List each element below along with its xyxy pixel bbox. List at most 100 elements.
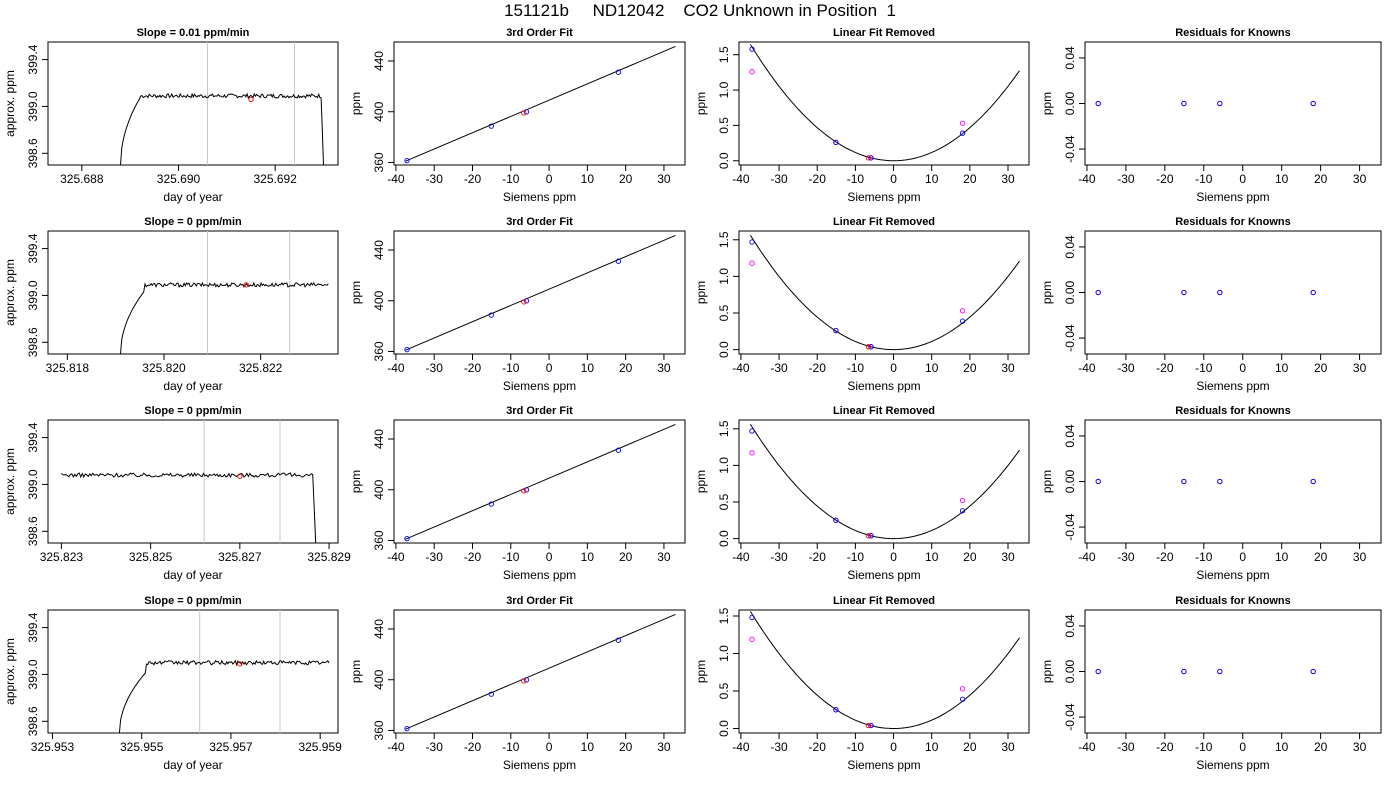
y-tick-label: 399.0 xyxy=(26,659,40,689)
x-tick-label: 10 xyxy=(1275,172,1289,186)
known-point xyxy=(749,428,755,434)
x-tick-label: 325.955 xyxy=(120,740,164,754)
plot-frame xyxy=(738,230,1030,355)
plot-frame xyxy=(47,41,339,166)
plot-area xyxy=(120,42,324,166)
x-tick-label: 20 xyxy=(963,172,977,186)
x-tick-label: 325.818 xyxy=(46,361,90,375)
x-tick-label: 30 xyxy=(657,550,671,564)
panel-r3-c1: Slope = 0 ppm/min day of year approx. ppm 3… xyxy=(3,405,351,582)
co2-trace-line xyxy=(118,659,330,734)
x-tick-label: -30 xyxy=(770,361,788,375)
plot-area xyxy=(118,610,330,734)
unknown-point xyxy=(237,661,243,667)
y-tick-label: 360 xyxy=(372,341,386,361)
y-tick-label: 1.0 xyxy=(717,645,731,662)
x-axis-label: Siemens ppm xyxy=(503,758,576,772)
x-tick-label: -40 xyxy=(387,172,405,186)
residual-point xyxy=(1310,668,1316,675)
x-tick-label: -30 xyxy=(1117,172,1135,186)
y-axis-label: ppm xyxy=(349,470,363,493)
y-tick-label: 399.4 xyxy=(26,612,40,642)
residual-point xyxy=(1217,289,1223,296)
x-tick-label: 325.688 xyxy=(60,172,104,186)
x-tick-label: -20 xyxy=(809,172,827,186)
y-tick-label: 0.5 xyxy=(717,493,731,510)
unknown-point xyxy=(237,473,243,479)
x-tick-label: 10 xyxy=(925,361,939,375)
x-tick-label: 30 xyxy=(1353,172,1367,186)
panel-title: Slope = 0 ppm/min xyxy=(144,595,242,607)
plot-frame xyxy=(47,230,339,355)
model-point xyxy=(749,69,755,75)
y-tick-label: 1.5 xyxy=(717,46,731,63)
residual-point xyxy=(1181,478,1187,485)
known-point xyxy=(959,318,966,324)
known-point xyxy=(523,677,530,683)
known-point xyxy=(868,533,874,539)
y-tick-label: 400 xyxy=(372,479,386,499)
known-point xyxy=(615,258,622,264)
panel-r3-c3: Linear Fit Removed Siemens ppm ppm -40 -30 -2… xyxy=(694,405,1030,582)
model-point xyxy=(959,308,966,314)
fit-line xyxy=(405,423,676,540)
plot-frame xyxy=(393,230,686,355)
y-axis-label: approx. ppm xyxy=(3,448,17,515)
plot-area xyxy=(749,424,1020,540)
y-tick-label: 440 xyxy=(372,240,386,260)
y-axis-label: ppm xyxy=(1040,92,1054,115)
fit-line xyxy=(405,45,676,162)
fit-line xyxy=(405,234,676,351)
y-tick-label: 399.0 xyxy=(26,91,40,121)
panel-title: 3rd Order Fit xyxy=(506,595,573,607)
x-tick-label: -30 xyxy=(770,550,788,564)
y-tick-label: 1.5 xyxy=(717,231,731,248)
known-point xyxy=(749,239,755,245)
y-tick-label: 440 xyxy=(372,51,386,71)
y-tick-label: 398.6 xyxy=(26,327,40,357)
x-axis-label: Siemens ppm xyxy=(847,190,920,204)
y-tick-label: 0.00 xyxy=(1063,280,1077,304)
panel-r1-c1: Slope = 0.01 ppm/min day of year approx. p… xyxy=(3,27,339,204)
known-point xyxy=(488,123,494,129)
residual-point xyxy=(1095,478,1101,485)
x-tick-label: 325.957 xyxy=(209,740,253,754)
y-axis-label: ppm xyxy=(694,92,708,115)
x-tick-label: 30 xyxy=(657,361,671,375)
y-axis-label: ppm xyxy=(349,660,363,683)
x-tick-label: 30 xyxy=(657,740,671,754)
y-tick-label: 360 xyxy=(372,530,386,550)
panel-title: Slope = 0 ppm/min xyxy=(144,405,242,417)
y-axis-label: ppm xyxy=(694,660,708,683)
x-tick-label: 30 xyxy=(1001,361,1015,375)
x-tick-label: -40 xyxy=(1078,361,1096,375)
residual-point xyxy=(1095,100,1101,107)
y-tick-label: 1.0 xyxy=(717,268,731,285)
known-point xyxy=(488,691,494,697)
residual-point xyxy=(1181,289,1187,296)
panel-title: Slope = 0.01 ppm/min xyxy=(137,27,250,39)
panel-title: Linear Fit Removed xyxy=(833,405,935,417)
y-tick-label: 440 xyxy=(372,429,386,449)
known-point xyxy=(523,298,530,304)
panel-title: 3rd Order Fit xyxy=(506,405,573,417)
x-axis-label: Siemens ppm xyxy=(1196,190,1269,204)
residual-point xyxy=(1217,668,1223,675)
y-tick-label: 0.00 xyxy=(1063,659,1077,683)
x-tick-label: 20 xyxy=(1314,550,1328,564)
known-point xyxy=(868,344,874,350)
x-tick-label: -40 xyxy=(1078,740,1096,754)
fit-curve xyxy=(749,611,1020,729)
panel-title: Linear Fit Removed xyxy=(833,595,935,607)
residual-point xyxy=(1181,100,1187,107)
x-tick-label: 0 xyxy=(1239,550,1246,564)
y-tick-label: 398.6 xyxy=(26,706,40,736)
x-tick-label: -10 xyxy=(502,361,520,375)
x-tick-label: -10 xyxy=(847,550,865,564)
y-tick-label: 400 xyxy=(372,290,386,310)
x-axis-label: day of year xyxy=(163,379,222,393)
panel-r4-c4: Residuals for Knowns Siemens ppm ppm -40 -30… xyxy=(1040,595,1382,772)
plot-area xyxy=(749,611,1020,729)
x-tick-label: 325.823 xyxy=(40,550,84,564)
x-tick-label: 20 xyxy=(1314,740,1328,754)
